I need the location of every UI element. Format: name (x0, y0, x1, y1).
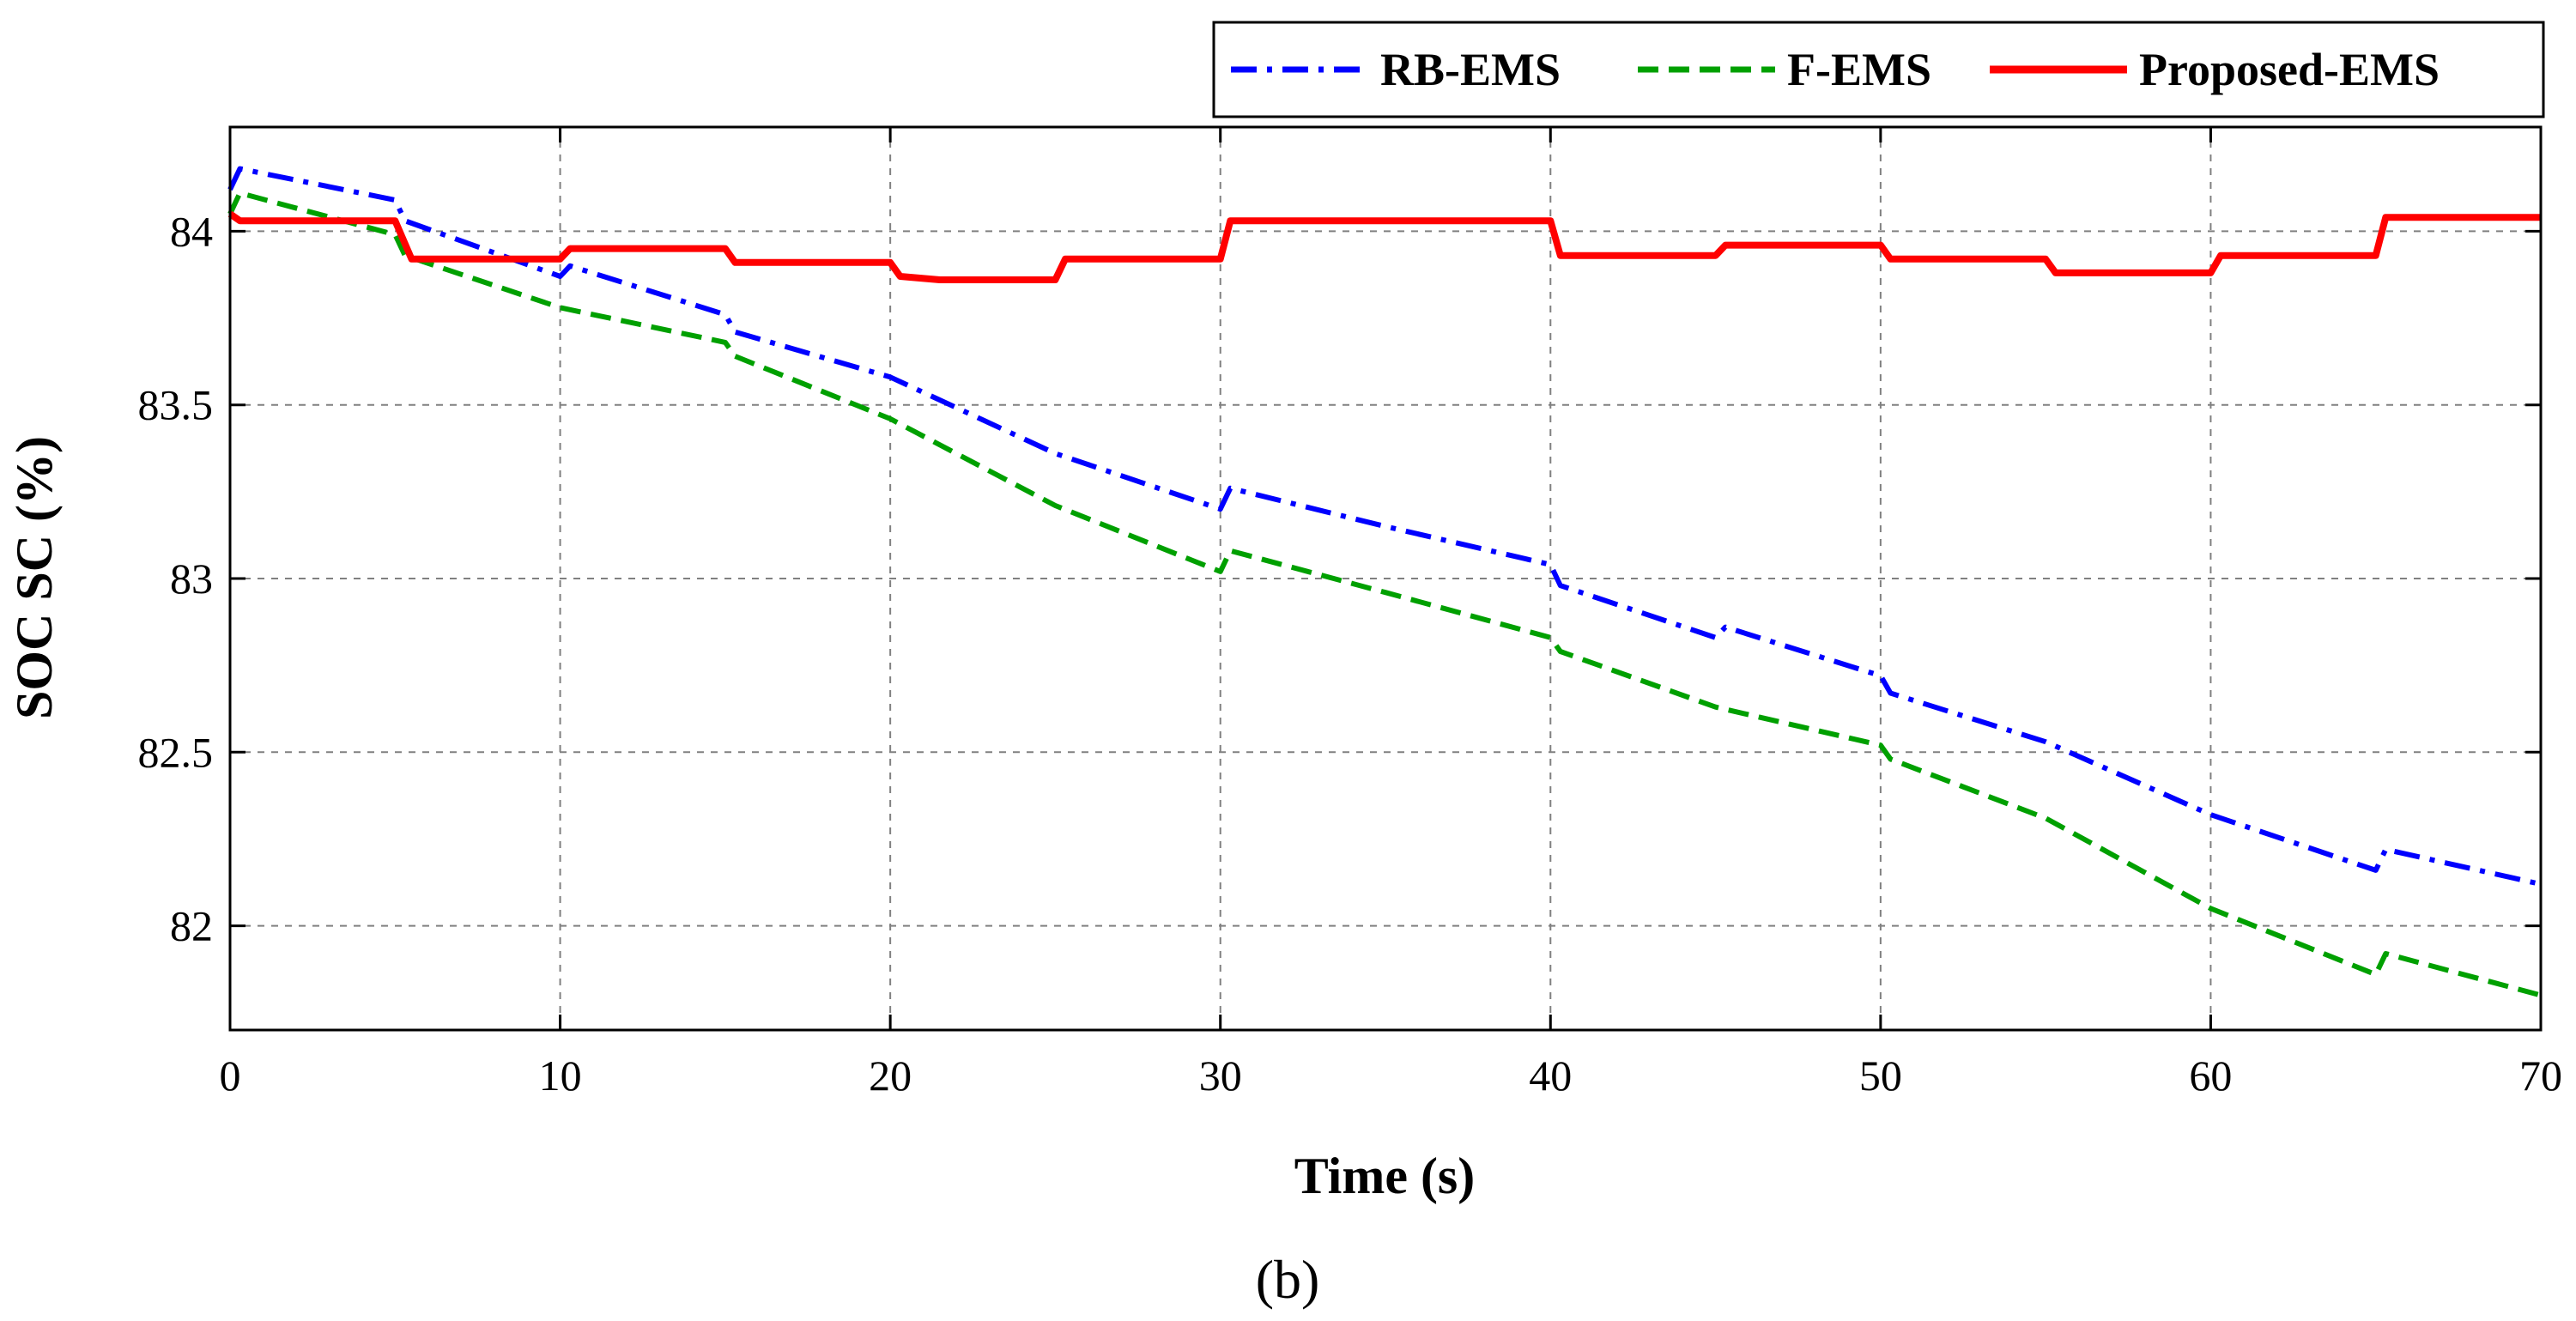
y-tick-label: 84 (170, 207, 213, 255)
x-tick-label: 40 (1529, 1051, 1572, 1100)
x-tick-label: 30 (1199, 1051, 1242, 1100)
series-line-proposed-ems (227, 210, 2541, 283)
x-axis-label: Time (s) (1294, 1148, 1476, 1204)
legend-box (1212, 21, 2545, 118)
y-axis-label: SOC SC (%) (6, 436, 63, 719)
data-series (227, 166, 2542, 998)
legend-label-f-ems: F-EMS (1787, 44, 1931, 95)
legend-label-proposed-ems: Proposed-EMS (2139, 44, 2440, 95)
x-tick-label: 50 (1859, 1051, 1902, 1100)
y-tick-label: 83.5 (138, 381, 214, 429)
legend-label-rb-ems: RB-EMS (1380, 44, 1561, 95)
x-axis-ticks: 0 10 20 30 40 50 60 70 (220, 127, 2562, 1100)
y-axis-ticks: 82 82.5 83 83.5 84 (138, 207, 2541, 950)
x-tick-label: 10 (539, 1051, 582, 1100)
x-tick-label: 20 (869, 1051, 912, 1100)
panel-label: (b) (1256, 1249, 1320, 1310)
x-tick-label: 0 (220, 1051, 241, 1100)
x-tick-label: 70 (2519, 1051, 2562, 1100)
y-tick-label: 82 (170, 902, 213, 950)
plot-border (228, 125, 2543, 1032)
y-tick-label: 82.5 (138, 728, 214, 776)
y-tick-label: 83 (170, 554, 213, 603)
x-tick-label: 60 (2189, 1051, 2232, 1100)
series-line-rb-ems (227, 166, 2542, 888)
series-line-f-ems (227, 190, 2542, 998)
grid-lines (230, 127, 2541, 1030)
legend: RB-EMS F-EMS Proposed-EMS (1212, 21, 2545, 118)
